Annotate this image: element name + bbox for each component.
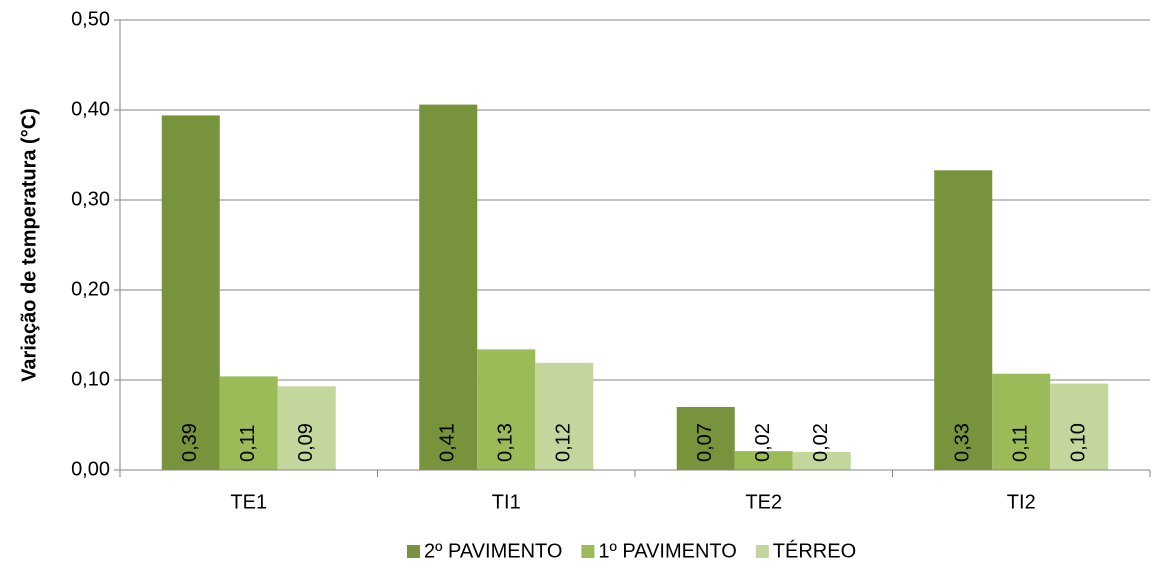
legend-swatch bbox=[581, 545, 595, 558]
y-tick-label: 0,50 bbox=[71, 8, 110, 30]
bar bbox=[734, 451, 793, 470]
value-label: 0,12 bbox=[553, 423, 575, 462]
value-label: 0,02 bbox=[752, 423, 774, 462]
value-label: 0,41 bbox=[437, 423, 459, 462]
value-label: 0,13 bbox=[495, 423, 517, 462]
bar bbox=[219, 376, 278, 470]
x-tick-label: TE1 bbox=[230, 491, 267, 513]
legend-label: TÉRREO bbox=[773, 539, 856, 562]
value-label: 0,11 bbox=[237, 425, 259, 462]
value-label: 0,11 bbox=[1010, 425, 1032, 462]
bar bbox=[992, 373, 1051, 470]
value-label: 0,39 bbox=[179, 423, 201, 462]
bar bbox=[934, 170, 993, 471]
y-tick-label: 0,30 bbox=[71, 188, 110, 210]
bar bbox=[161, 115, 220, 471]
bar bbox=[676, 407, 735, 470]
bar bbox=[277, 386, 336, 470]
bar bbox=[535, 362, 594, 470]
value-label: 0,10 bbox=[1068, 423, 1090, 462]
y-tick-label: 0,00 bbox=[71, 458, 110, 480]
y-tick-label: 0,10 bbox=[71, 368, 110, 390]
legend-swatch bbox=[407, 545, 420, 558]
value-label: 0,33 bbox=[952, 423, 974, 462]
x-tick-label: TE2 bbox=[745, 491, 782, 513]
value-label: 0,02 bbox=[810, 423, 832, 462]
bar bbox=[477, 349, 536, 470]
value-label: 0,09 bbox=[295, 423, 317, 462]
x-tick-label: TI1 bbox=[492, 491, 521, 513]
value-label: 0,07 bbox=[694, 423, 716, 462]
y-tick-label: 0,40 bbox=[71, 98, 110, 120]
legend-swatch bbox=[755, 545, 769, 558]
legend-label: 2º PAVIMENTO bbox=[424, 540, 562, 562]
bar bbox=[419, 104, 478, 470]
bar bbox=[1050, 383, 1109, 470]
y-axis-label: Variação de temperatura (°C) bbox=[18, 108, 40, 382]
bar bbox=[792, 452, 851, 470]
y-tick-label: 0,20 bbox=[71, 278, 110, 300]
legend-label: 1º PAVIMENTO bbox=[598, 540, 736, 562]
x-tick-label: TI2 bbox=[1007, 491, 1036, 513]
